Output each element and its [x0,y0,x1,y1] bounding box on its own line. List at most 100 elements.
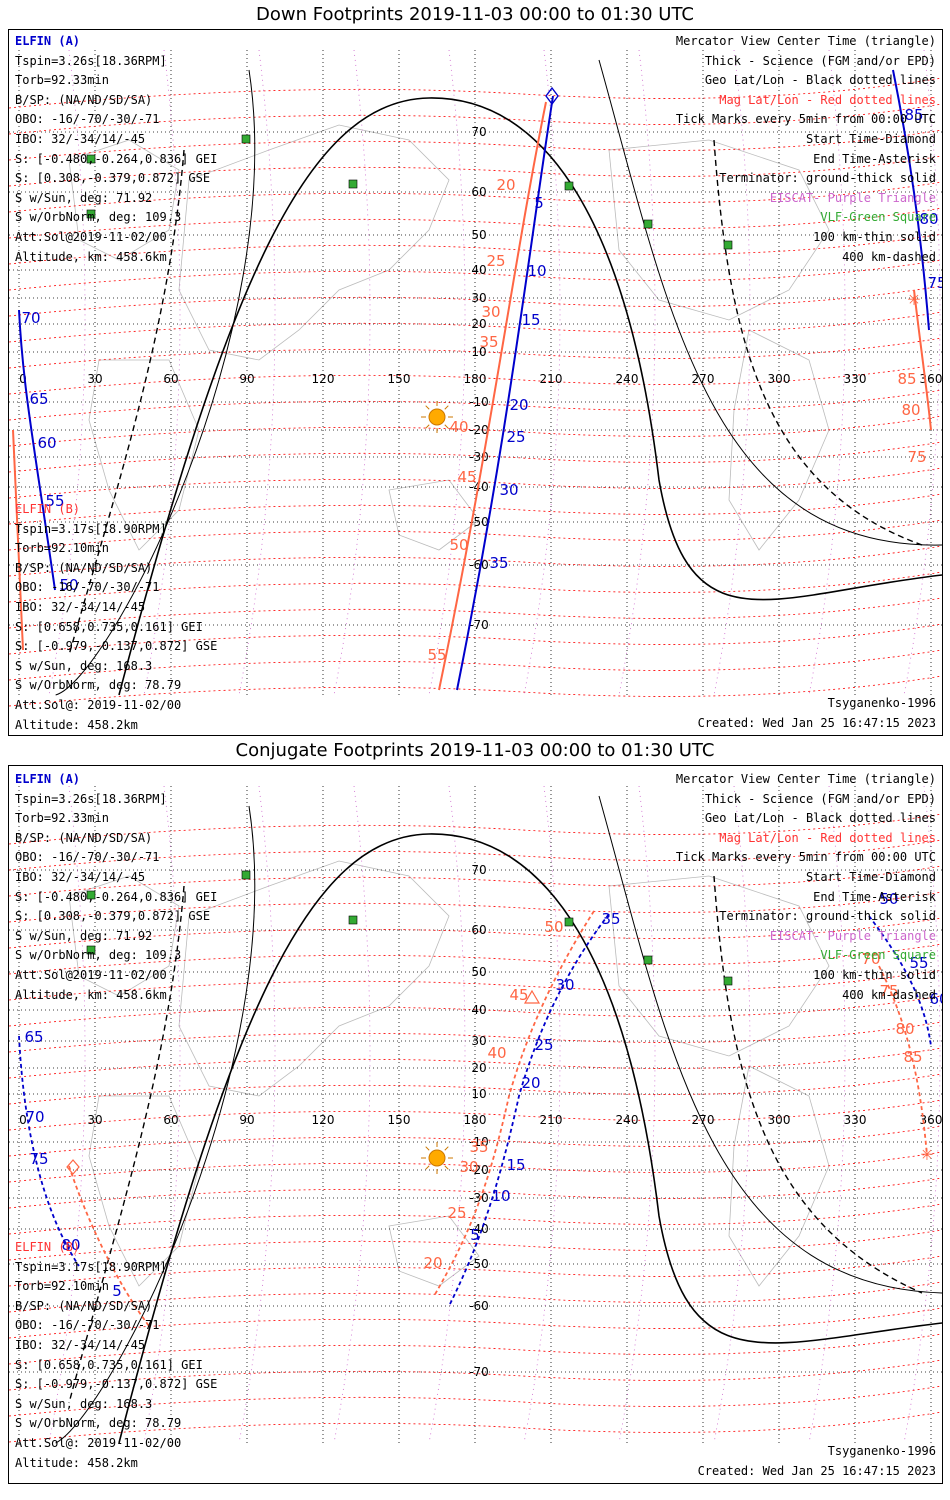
mag-latitude-line [9,1125,942,1157]
sat-b-right-tick-label: 75 [927,274,942,292]
sat-a-label: ELFIN (A) [15,772,81,786]
sun-ray [425,1165,430,1170]
sat-b-line: Torb=92.10min [15,1279,109,1294]
sat-a-tick-label: 15 [521,311,540,329]
geo-longitude-label: 60 [163,1113,178,1127]
mag-latitude-line [9,813,942,845]
legend-item: Mercator View Center Time (triangle) [675,34,936,48]
footer-info: Tsyganenko-1996 Created: Wed Jan 25 16:4… [698,1442,936,1481]
sat-a-line: IBO: 32/-34/14/-45 [15,869,146,884]
panel-title-down: Down Footprints 2019-11-03 00:00 to 01:3… [256,4,694,25]
geo-latitude-label: 40 [471,1003,486,1017]
mag-latitude-line [9,1099,942,1131]
sat-b-right-mag-label: 75 [879,982,898,1000]
geo-latitude-label: 60 [471,923,486,937]
mag-latitude-line [9,1047,942,1079]
sat-b-line: S: [0.658,0.735,0.161] GEI [15,619,203,634]
sat-a-tick-label: 20 [509,396,528,414]
created-label: Created: Wed Jan 25 16:47:15 2023 [697,1463,936,1478]
map-panel-down: 70 60 50 40 30 20 10 -10 -20 -30 -40 -50 -60 -70 0 30 60… [8,29,943,736]
legend-item: Start Time-Diamond [805,131,936,146]
sat-a-mag-label: 45 [457,468,476,486]
mag-longitude-line [713,785,751,1444]
vlf-station-marker [564,917,574,927]
sat-a-line: Altitude, km: 458.6km [15,987,167,1002]
sat-a-line: Att.Sol@2019-11-02/00 [15,967,167,982]
sat-b-info: ELFIN (B) Tspin=3.17s[18.90RPM] Torb=92.… [15,1238,217,1473]
mag-latitude-line [9,493,942,525]
vlf-station-marker [86,209,96,219]
sat-b-right-tick-label: 85 [904,106,923,124]
geo-longitude-label: 0 [19,372,27,386]
sat-a-tick-label: 10 [527,262,546,280]
sat-a-mag-label: 50 [544,918,563,936]
geo-longitude-label: 270 [692,372,715,386]
terminator-thin-east [598,795,942,1294]
geo-latitude-label: 10 [471,345,486,359]
geo-latitude-label: 50 [471,228,486,242]
legend-item: Tick Marks every 5min from 00:00 UTC [675,112,936,127]
mag-latitude-line [9,571,942,603]
sat-b-right-mag-track [878,965,928,1157]
sat-b-tick-label: 5 [112,1282,122,1300]
geo-longitude-label: 150 [388,1113,411,1127]
geo-latitude-label: -30 [469,450,489,464]
legend-item: 100 km-thin solid [813,229,936,244]
legend-item: Mercator View Center Time (triangle) [675,772,936,786]
landmass-outline [68,875,180,997]
mag-latitude-line [9,155,942,187]
terminator-dashed-east [713,139,923,546]
vlf-station-marker [348,179,358,189]
terminator-line [118,833,942,1444]
legend-item: VLF-Green Square [820,210,936,225]
sat-b-line: OBO: -16/-70/-30/-71 [15,580,160,595]
legend-item: Thick - Science (FGM and/or EPD) [704,791,936,806]
geo-latitude-label: -50 [469,515,489,529]
sat-b-line: S w/OrbNorm, deg: 78.79 [15,678,182,693]
geo-latitude-label: -60 [469,1299,489,1313]
panel-title-conjugate: Conjugate Footprints 2019-11-03 00:00 to… [235,740,715,761]
legend-item: Tick Marks every 5min from 00:00 UTC [675,850,936,865]
sat-a-tick-label: 25 [534,1036,553,1054]
sat-a-mag-label: 35 [479,333,498,351]
sun-ray [425,424,430,429]
mag-longitude-line [48,785,86,1444]
sat-a-tick-label: 10 [491,1187,510,1205]
legend-item: End Time-Asterisk [813,889,936,904]
geo-longitude-label: 240 [616,1113,639,1127]
sat-a-line: OBO: -16/-70/-30/-71 [15,850,160,865]
mag-latitude-line [9,1333,942,1365]
sat-b-tick-label: 50 [59,576,78,594]
mag-latitude-line [9,1177,942,1209]
sat-b-mag-track [12,429,24,651]
geo-longitude-label: 360 [920,372,942,386]
mag-latitude-line [9,675,942,707]
geo-longitude-label: 30 [87,1113,102,1127]
sun-ray [444,1146,449,1151]
sat-a-mag-label: 20 [496,176,515,194]
sat-a-line: B/SP: (NA/ND/SD/SA) [15,92,153,107]
mag-latitude-line [9,1229,942,1261]
map-panel-conjugate: 70 60 50 40 30 20 10 -10 -20 -30 -40 -50 -60 -70 0 30 60… [8,765,943,1484]
terminator-thin-east [598,59,942,546]
sat-b-tick-label: 65 [29,390,48,408]
landmass-outline [728,329,830,551]
legend-item: Mag Lat/Lon - Red dotted lines [719,92,936,107]
sun-marker [428,1149,446,1167]
sat-b-line: IBO: 32/-34/14/-45 [15,1337,146,1352]
landmass-outline [88,359,200,551]
geo-longitude-label: 300 [768,372,791,386]
sat-a-mag-track [433,910,595,1297]
mag-latitude-line [9,129,942,161]
legend-item: Start Time-Diamond [805,869,936,884]
mag-latitude-line [9,1255,942,1287]
geo-latitude-label: -70 [469,618,489,632]
mag-latitude-line [9,1021,942,1053]
sat-b-right-tick-label: 50 [879,890,898,908]
mag-latitude-line [9,1203,942,1235]
vlf-station-marker [723,976,733,986]
landmass-outline [178,124,450,361]
sat-b-right-mag-label: 85 [897,370,916,388]
mag-latitude-line [9,363,942,395]
legend-item: Geo Lat/Lon - Black dotted lines [704,73,936,88]
